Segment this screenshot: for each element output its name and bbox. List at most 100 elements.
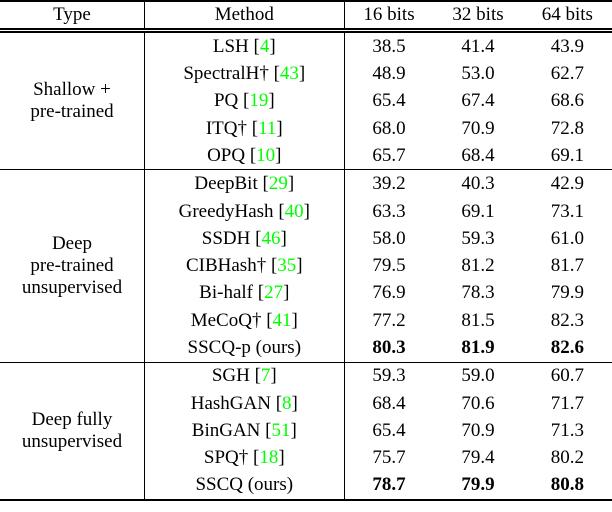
value-cell-32-bits: 67.4 <box>461 90 495 112</box>
method-name: ITQ† <box>205 117 248 139</box>
value-cell-64-bits: 80.2 <box>550 447 584 469</box>
citation-number: 27 <box>264 282 284 304</box>
method-name: SSCQ (ours) <box>195 474 294 496</box>
table-row: ITQ† [11] 68.0 70.9 72.8 <box>0 114 612 143</box>
value-cell-16-bits: 39.2 <box>344 169 434 198</box>
column-header-method: Method <box>144 1 345 33</box>
method-cell: SPQ† [18] <box>144 444 345 472</box>
value-cell-64-bits: 69.1 <box>550 144 584 166</box>
method-cell: SSCQ (ours) <box>144 471 345 501</box>
value-cell-16-bits: 77.2 <box>372 309 406 331</box>
value-cell-16-bits: 48.9 <box>372 63 406 85</box>
citation-number: 7 <box>260 365 271 387</box>
method-cell: LSH [4] <box>144 30 345 61</box>
citation-number: 41 <box>272 309 292 331</box>
value-cell-16-bits: 65.4 <box>372 90 406 112</box>
method-cell: SSDH [46] <box>144 225 345 253</box>
value-cell-32-bits: 70.9 <box>461 117 495 139</box>
value-cell-64-bits: 82.3 <box>550 309 584 331</box>
value-cell-16-bits: 79.5 <box>372 255 406 277</box>
value-cell-16-bits: 65.7 <box>372 144 406 166</box>
value-cell-64-bits: 68.6 <box>550 90 584 112</box>
method-name: PQ <box>213 90 239 112</box>
type-cell: Shallow + pre-trained <box>0 30 145 170</box>
method-cell: BinGAN [51] <box>144 417 345 445</box>
table-row: SSCQ (ours) 78.7 79.9 80.8 <box>0 471 612 501</box>
method-cell: PQ [19] <box>144 87 345 115</box>
table-row: Bi-half [27] 76.9 78.3 79.9 <box>0 279 612 307</box>
value-cell-16-bits: 58.0 <box>372 227 406 249</box>
value-cell-32-bits: 78.3 <box>461 282 495 304</box>
header-row: Type Method 16 bits 32 bits 64 bits <box>0 1 612 33</box>
column-header-16-bits: 16 bits <box>344 1 434 33</box>
value-cell-32-bits: 70.9 <box>461 419 495 441</box>
method-cell: SSCQ-p (ours) <box>144 334 345 363</box>
value-cell-64-bits: 80.8 <box>550 474 584 496</box>
value-cell-32-bits: 81.9 <box>461 336 495 358</box>
table-row: GreedyHash [40] 63.3 69.1 73.1 <box>0 197 612 226</box>
value-cell-16-bits: 76.9 <box>372 282 406 304</box>
value-cell-32-bits: 41.4 <box>461 35 495 57</box>
table-row: BinGAN [51] 65.4 70.9 71.3 <box>0 417 612 445</box>
method-cell: CIBHash† [35] <box>144 252 345 280</box>
method-cell: Bi-half [27] <box>144 279 345 307</box>
value-cell-64-bits: 71.3 <box>550 419 584 441</box>
method-cell: GreedyHash [40] <box>144 197 345 226</box>
method-cell: SGH [7] <box>144 361 345 390</box>
table-header: Type Method 16 bits 32 bits 64 bits <box>0 1 612 33</box>
method-name: SPQ† <box>203 447 249 469</box>
citation-number: 8 <box>282 392 292 414</box>
value-cell-64-bits: 60.7 <box>522 361 612 390</box>
value-cell-32-bits: 81.2 <box>461 255 495 277</box>
method-cell: ITQ† [11] <box>144 114 345 143</box>
citation-number: 51 <box>271 419 291 441</box>
table-body: Shallow + pre-trained LSH [4] 38.5 41.4 43.9 S… <box>0 30 612 501</box>
table-row: Deep fully unsupervised SGH [7] 59.3 59.0 60.… <box>0 361 612 501</box>
value-cell-16-bits: 38.5 <box>372 35 406 57</box>
method-name: CIBHash† <box>185 255 267 277</box>
table-row: Shallow + pre-trained LSH [4] 38.5 41.4 43.9 <box>0 30 612 170</box>
column-header-type: Type <box>0 1 145 33</box>
method-name: Bi-half <box>199 282 253 304</box>
value-cell-64-bits: 82.6 <box>550 336 584 358</box>
value-cell-64-bits: 61.0 <box>550 227 584 249</box>
method-name: DeepBit <box>194 173 258 195</box>
value-cell-64-bits: 72.8 <box>550 117 584 139</box>
value-cell-16-bits: 63.3 <box>372 200 406 222</box>
method-name: HashGAN <box>190 392 271 414</box>
value-cell-16-bits: 80.3 <box>372 336 406 358</box>
value-cell-64-bits: 43.9 <box>550 35 584 57</box>
table-row: SPQ† [18] 75.7 79.4 80.2 <box>0 444 612 472</box>
citation-number: 35 <box>277 255 297 277</box>
value-cell-16-bits: 68.4 <box>372 392 406 414</box>
value-cell-32-bits: 68.4 <box>461 144 495 166</box>
citation-number: 29 <box>268 173 288 195</box>
column-header-32-bits: 32 bits <box>433 1 523 33</box>
method-name: MeCoQ† <box>190 309 262 331</box>
value-cell-64-bits: 42.9 <box>522 169 612 198</box>
citation-number: 46 <box>261 227 281 249</box>
citation-number: 11 <box>258 117 277 139</box>
method-cell: SpectralH† [43] <box>144 60 345 88</box>
table-row: SSCQ-p (ours) 80.3 81.9 82.6 <box>0 334 612 363</box>
value-cell-32-bits: 69.1 <box>461 200 495 222</box>
value-cell-16-bits: 78.7 <box>372 474 406 496</box>
method-name: SSDH <box>201 227 251 249</box>
citation-number: 40 <box>284 200 304 222</box>
table-row: MeCoQ† [41] 77.2 81.5 82.3 <box>0 306 612 335</box>
value-cell-16-bits: 59.3 <box>344 361 434 390</box>
table-row: Deep pre-trained unsupervised DeepBit [29] 3… <box>0 169 612 363</box>
method-cell: HashGAN [8] <box>144 389 345 418</box>
value-cell-16-bits: 65.4 <box>372 419 406 441</box>
table-row: PQ [19] 65.4 67.4 68.6 <box>0 87 612 115</box>
method-name: LSH <box>212 35 249 57</box>
type-cell: Deep fully unsupervised <box>0 361 145 501</box>
value-cell-32-bits: 70.6 <box>461 392 495 414</box>
value-cell-64-bits: 73.1 <box>550 200 584 222</box>
method-name: SSCQ-p (ours) <box>187 336 302 358</box>
value-cell-32-bits: 53.0 <box>461 63 495 85</box>
citation-number: 10 <box>256 144 276 166</box>
value-cell-64-bits: 71.7 <box>550 392 584 414</box>
